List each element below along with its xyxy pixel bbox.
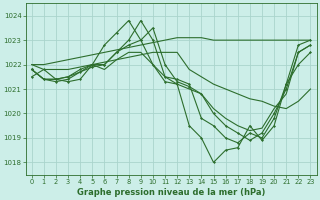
X-axis label: Graphe pression niveau de la mer (hPa): Graphe pression niveau de la mer (hPa) [77, 188, 265, 197]
